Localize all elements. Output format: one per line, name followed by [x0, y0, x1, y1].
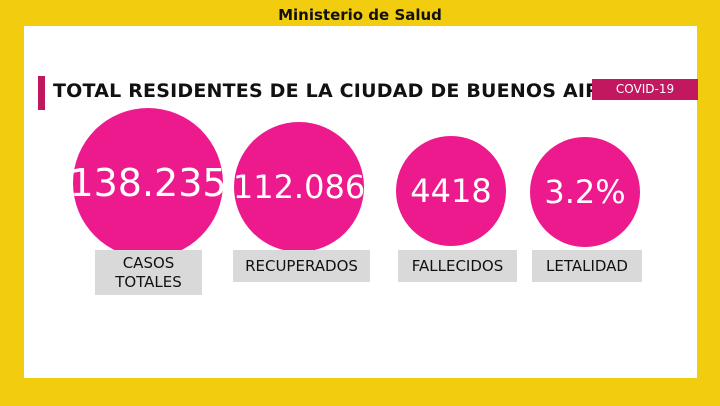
stat-recuperados-label: RECUPERADOS [233, 250, 370, 282]
stat-letalidad-value: 3.2% [530, 137, 640, 247]
stat-recuperados-value: 112.086 [233, 122, 365, 252]
stat-casos-totales-label: CASOS TOTALES [95, 250, 202, 295]
stat-fallecidos-label: FALLECIDOS [398, 250, 517, 282]
covid-badge: COVID-19 [592, 79, 698, 100]
title-accent-bar [38, 76, 45, 110]
stat-letalidad-label: LETALIDAD [532, 250, 642, 282]
header-title: Ministerio de Salud [278, 6, 442, 24]
stat-fallecidos-value: 4418 [396, 136, 506, 246]
page-title: TOTAL RESIDENTES DE LA CIUDAD DE BUENOS … [53, 80, 628, 102]
stat-casos-totales-value: 138.235 [69, 108, 227, 258]
